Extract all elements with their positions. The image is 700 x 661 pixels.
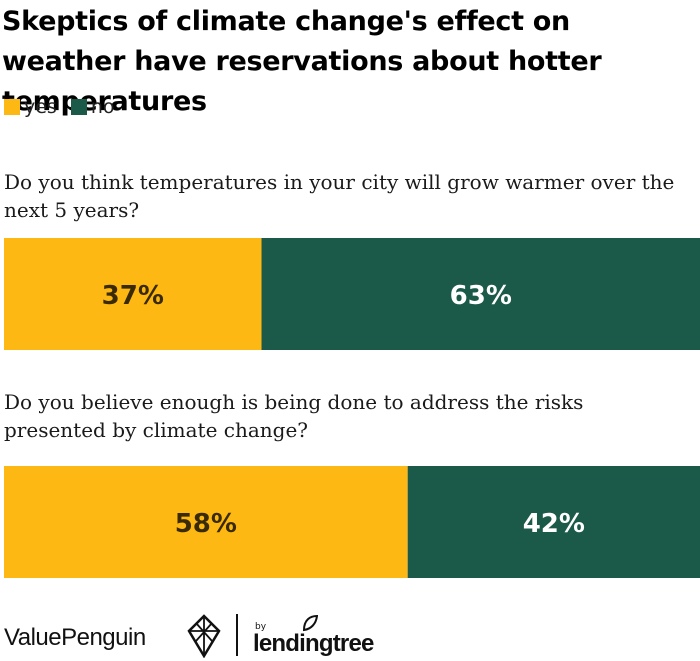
bar-no-2 [407, 466, 700, 578]
valuepenguin-icon [187, 614, 221, 658]
question-1: Do you think temperatures in your city w… [4, 170, 675, 222]
legend-swatch-yes [4, 99, 20, 115]
question-2: Do you believe enough is being done to a… [4, 390, 584, 442]
lendingtree-leaf-icon [302, 614, 318, 632]
legend-label-no: no [90, 96, 115, 118]
data-label-no-1: 63% [450, 281, 512, 311]
legend-item-yes: yes [4, 96, 57, 118]
legend-label-yes: yes [24, 96, 57, 118]
data-label-yes-1: 37% [102, 281, 164, 311]
footer-by-text: by [255, 622, 267, 632]
legend-item-no: no [70, 96, 115, 118]
bar-yes-1 [4, 238, 262, 350]
bar-no-1 [261, 238, 700, 350]
lendingtree-logo-text: lendingtree [253, 630, 374, 657]
valuepenguin-logo-text: ValuePenguin [4, 624, 146, 651]
legend-swatch-no [70, 99, 87, 115]
bar-yes-2 [4, 466, 408, 578]
data-label-no-2: 42% [523, 509, 585, 539]
legend: yes no [4, 95, 129, 119]
footer-divider [236, 614, 238, 656]
chart-title: Skeptics of climate change's effect on w… [2, 6, 602, 117]
data-label-yes-2: 58% [175, 509, 237, 539]
